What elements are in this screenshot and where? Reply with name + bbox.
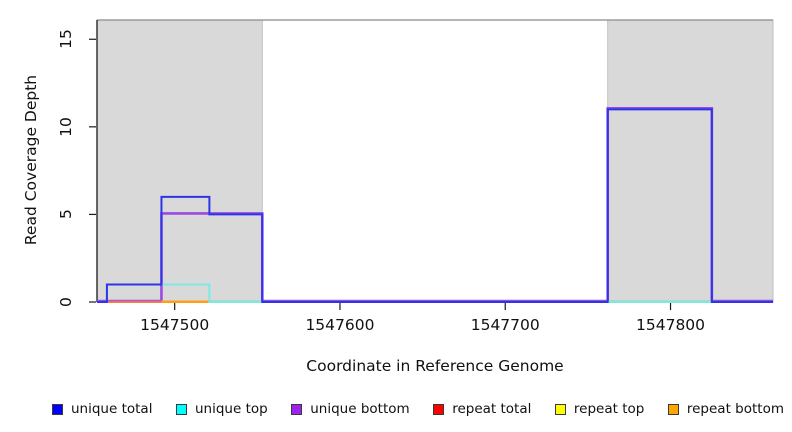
legend-swatch [52,403,63,415]
legend-swatch [667,403,679,415]
shaded-region [607,19,774,303]
y-tick-label: 0 [57,297,75,307]
legend-item-unique-total: unique total [52,401,152,417]
x-tick-label: 1547800 [636,316,706,334]
y-tick-label: 15 [57,29,75,50]
y-tick-label: 10 [57,116,75,137]
legend: unique total unique top unique bottom repea… [52,399,784,419]
x-axis-title: Coordinate in Reference Genome [306,357,564,375]
legend-item-unique-top: unique top [176,401,268,417]
legend-label: unique bottom [310,401,410,417]
legend-item-repeat-top: repeat top [554,401,645,417]
legend-label: repeat bottom [686,401,784,417]
legend-label: repeat total [452,401,532,417]
shaded-region [96,19,263,303]
legend-item-repeat-total: repeat total [433,401,531,417]
legend-item-repeat-bottom: repeat bottom [667,401,784,417]
legend-swatch [554,403,566,415]
legend-label: unique top [195,401,268,417]
x-tick-label: 1547500 [140,316,210,334]
series-unique-total [97,108,773,303]
legend-swatch [176,403,187,415]
legend-item-unique-bottom: unique bottom [291,401,410,417]
legend-label: repeat top [573,401,645,417]
legend-label: unique total [71,401,153,417]
legend-swatch [433,403,445,415]
y-tick-label: 5 [57,209,75,220]
y-axis-title: Read Coverage Depth [22,74,40,246]
x-tick-label: 1547600 [305,316,375,334]
legend-swatch [291,403,303,415]
x-tick-label: 1547700 [470,316,540,334]
